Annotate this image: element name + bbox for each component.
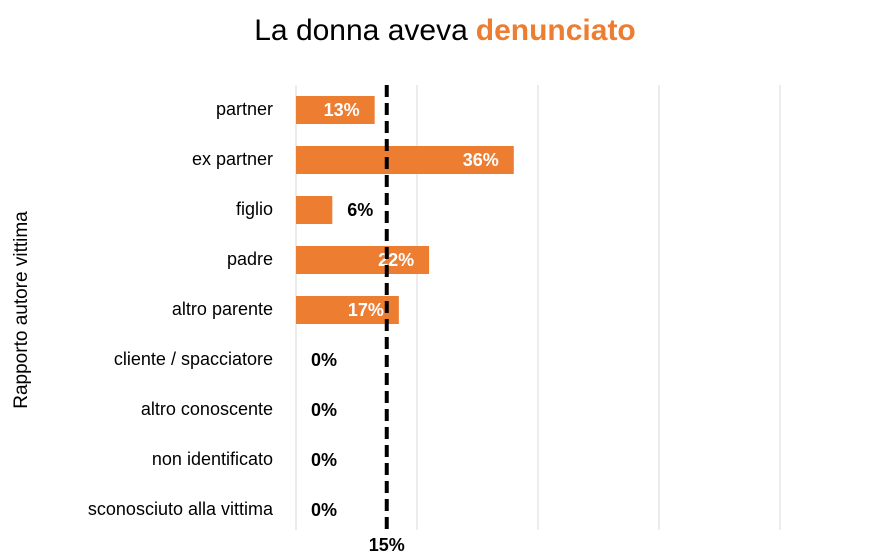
title-highlight: denunciato — [476, 14, 636, 47]
title-text: La donna aveva — [254, 14, 468, 47]
y-tick-label: altro parente — [172, 299, 273, 319]
data-label: 36% — [463, 150, 499, 170]
y-tick-label: ex partner — [192, 149, 273, 169]
y-tick-label: padre — [227, 249, 273, 269]
data-label: 22% — [378, 250, 414, 270]
bar — [296, 96, 375, 124]
chart-title: La donna aveva denunciato — [254, 14, 636, 47]
bar — [296, 246, 430, 274]
y-tick-label: partner — [216, 99, 273, 119]
data-label: 0% — [311, 500, 337, 520]
data-label: 0% — [311, 450, 337, 470]
data-label: 0% — [311, 350, 337, 370]
bar — [296, 196, 333, 224]
data-label: 0% — [311, 400, 337, 420]
y-axis-label: Rapporto autore vittima — [11, 211, 32, 409]
data-label: 17% — [348, 300, 384, 320]
y-tick-label: cliente / spacciatore — [114, 349, 273, 369]
reference-label: 15% — [369, 535, 405, 553]
data-label: 13% — [324, 100, 360, 120]
y-tick-label: altro conoscente — [141, 399, 273, 419]
y-tick-label: figlio — [236, 199, 273, 219]
bar — [296, 296, 399, 324]
bar — [296, 146, 514, 174]
y-tick-label: sconosciuto alla vittima — [88, 499, 274, 519]
y-tick-label: non identificato — [152, 449, 273, 469]
data-label: 6% — [347, 200, 373, 220]
